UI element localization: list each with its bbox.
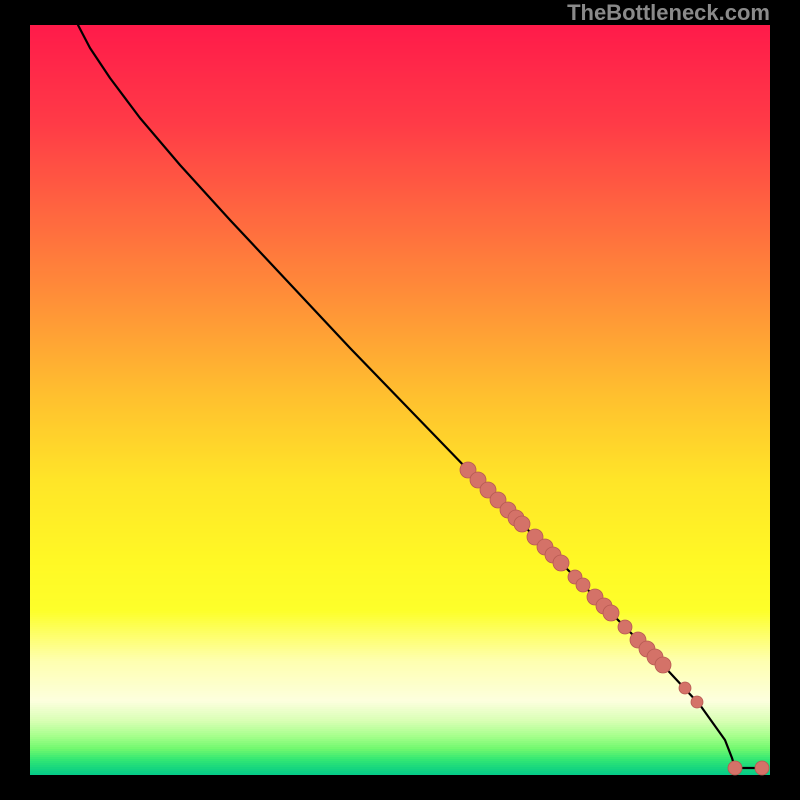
- data-marker: [576, 578, 590, 592]
- data-marker: [679, 682, 691, 694]
- chart-frame: TheBottleneck.com: [0, 0, 800, 800]
- data-marker: [728, 761, 742, 775]
- data-marker: [755, 761, 769, 775]
- data-marker: [618, 620, 632, 634]
- data-marker: [603, 605, 619, 621]
- data-marker: [553, 555, 569, 571]
- curve-layer: [0, 0, 800, 800]
- data-marker: [514, 516, 530, 532]
- data-marker: [655, 657, 671, 673]
- watermark-text: TheBottleneck.com: [567, 0, 770, 26]
- data-marker: [691, 696, 703, 708]
